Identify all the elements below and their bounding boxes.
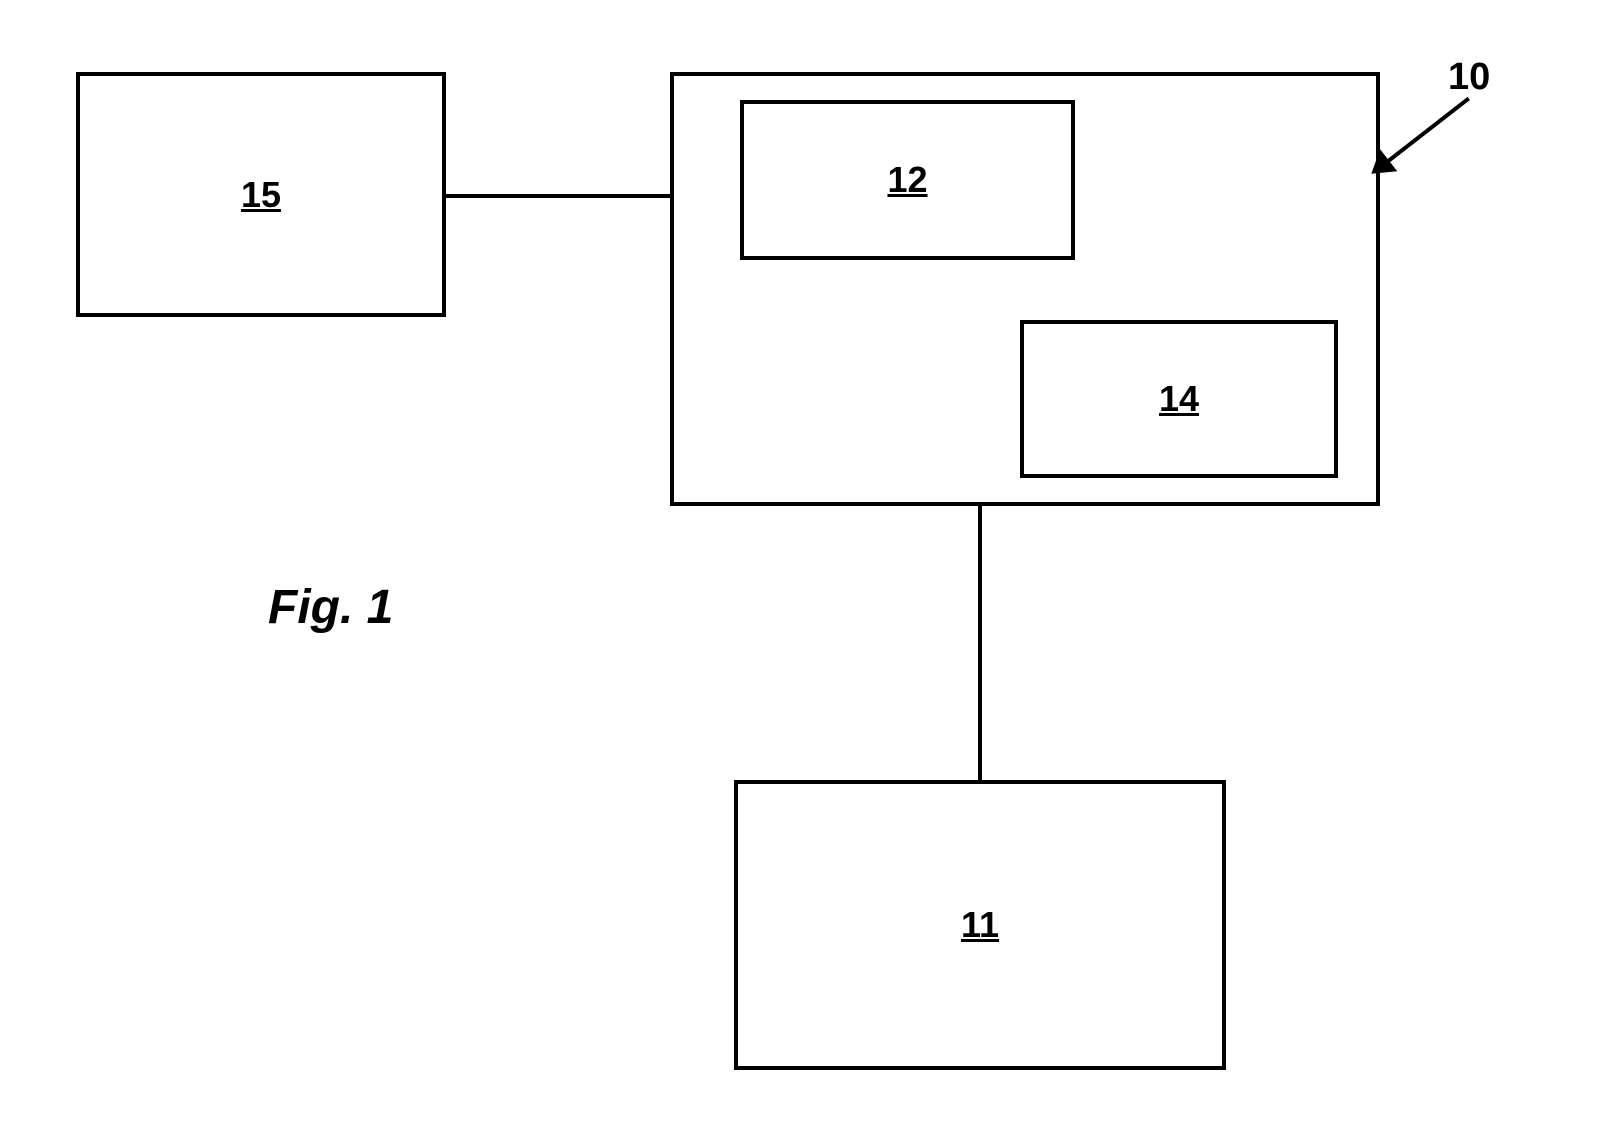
- block-11: 11: [734, 780, 1226, 1070]
- connector-15-10: [446, 194, 670, 198]
- block-12-label: 12: [887, 159, 927, 201]
- connector-10-11: [978, 506, 982, 780]
- block-14-label: 14: [1159, 378, 1199, 420]
- block-15-label: 15: [241, 174, 281, 216]
- figure-caption: Fig. 1: [268, 580, 393, 635]
- block-15: 15: [76, 72, 446, 317]
- callout-10-label: 10: [1448, 56, 1490, 99]
- block-12: 12: [740, 100, 1075, 260]
- block-14: 14: [1020, 320, 1338, 478]
- block-11-label: 11: [961, 904, 999, 946]
- callout-arrow-line: [1378, 97, 1470, 170]
